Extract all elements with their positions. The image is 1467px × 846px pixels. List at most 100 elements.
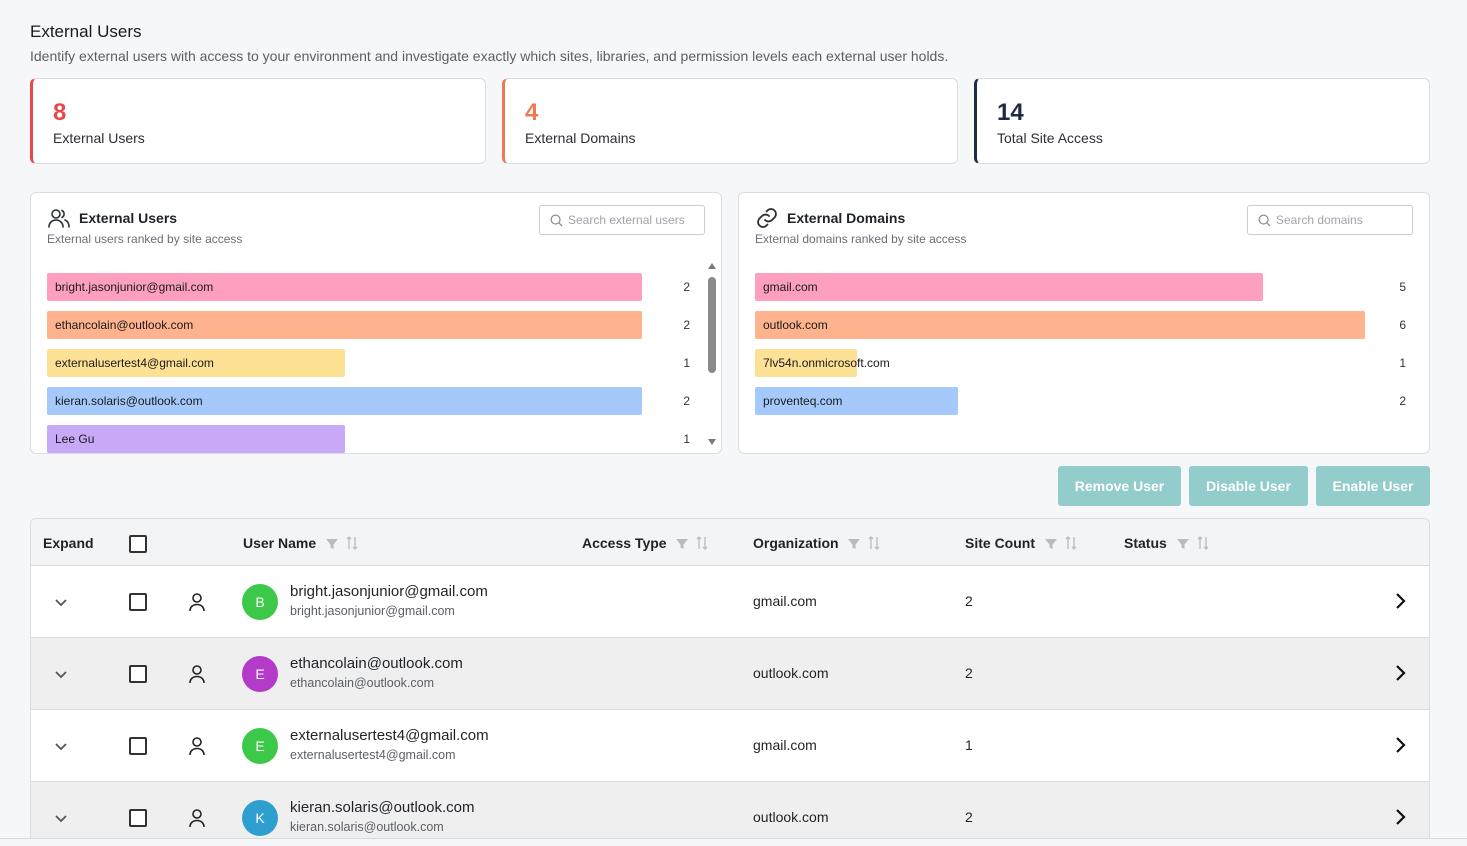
bar[interactable] (755, 311, 1365, 339)
panel-subtitle: External domains ranked by site access (755, 232, 967, 246)
bar-label: proventeq.com (763, 394, 843, 408)
bar-label: Lee Gu (55, 432, 95, 446)
bar[interactable] (755, 349, 857, 377)
search-icon (1258, 214, 1271, 227)
scroll-thumb[interactable] (708, 277, 716, 373)
filter-sort-icons[interactable] (848, 536, 880, 553)
sort-icon[interactable] (1065, 536, 1077, 550)
search-icon (550, 214, 563, 227)
bar-label: externalusertest4@gmail.com (55, 356, 214, 370)
select-all-checkbox[interactable] (129, 535, 147, 553)
bar[interactable] (47, 387, 642, 415)
bar-row[interactable]: gmail.com 5 (755, 273, 1410, 301)
user-email: ethancolain@outlook.com (290, 676, 435, 690)
sort-icon[interactable] (1197, 536, 1209, 550)
chevron-down-icon[interactable] (53, 666, 69, 682)
bar-row[interactable]: proventeq.com 2 (755, 387, 1410, 415)
sort-icon[interactable] (346, 536, 358, 550)
panel-subtitle: External users ranked by site access (47, 232, 243, 246)
bar-row[interactable]: ethancolain@outlook.com 2 (47, 311, 694, 339)
search-external-users-input[interactable] (568, 211, 698, 229)
table-header: Expand User Name Access Type Organizatio… (31, 519, 1429, 566)
chevron-down-icon[interactable] (53, 738, 69, 754)
filter-sort-icons[interactable] (326, 536, 358, 553)
chevron-down-icon[interactable] (53, 594, 69, 610)
column-label: Site Count (965, 535, 1035, 551)
sort-icon[interactable] (696, 536, 708, 550)
scroll-down-arrow-icon[interactable] (708, 439, 716, 445)
column-status[interactable]: Status (1124, 535, 1209, 553)
user-display-name: ethancolain@outlook.com (290, 655, 463, 672)
bar[interactable] (47, 349, 345, 377)
search-external-users[interactable] (539, 205, 705, 235)
page-title: External Users (30, 22, 142, 41)
chevron-down-icon[interactable] (53, 810, 69, 826)
filter-icon[interactable] (848, 538, 861, 550)
bar-value: 2 (683, 280, 690, 294)
bar-value: 5 (1399, 280, 1406, 294)
bar-row[interactable]: 7lv54n.onmicrosoft.com 1 (755, 349, 1410, 377)
external-users-panel: External Users External users ranked by … (30, 192, 722, 454)
organization-cell: gmail.com (753, 593, 817, 609)
organization-cell: outlook.com (753, 665, 829, 681)
row-checkbox[interactable] (129, 593, 147, 611)
column-site-count[interactable]: Site Count (965, 535, 1077, 553)
column-user-name[interactable]: User Name (243, 535, 358, 553)
stat-card-total-site-access: 14 Total Site Access (974, 78, 1430, 164)
scroll-up-arrow-icon[interactable] (708, 263, 716, 269)
scrollbar[interactable] (707, 263, 717, 449)
user-icon (189, 665, 205, 684)
bottom-strip (0, 838, 1467, 846)
search-domains-input[interactable] (1276, 211, 1406, 229)
site-count-cell: 2 (965, 665, 973, 681)
chevron-right-icon[interactable] (1393, 664, 1407, 682)
bar-row[interactable]: bright.jasonjunior@gmail.com 2 (47, 273, 694, 301)
bar[interactable] (755, 387, 958, 415)
filter-sort-icons[interactable] (676, 536, 708, 553)
filter-sort-icons[interactable] (1176, 536, 1209, 553)
row-checkbox[interactable] (129, 809, 147, 827)
bar[interactable] (47, 425, 345, 453)
stat-label: External Domains (525, 130, 636, 146)
bar-value: 1 (683, 432, 690, 446)
chevron-right-icon[interactable] (1393, 592, 1407, 610)
bar-row[interactable]: kieran.solaris@outlook.com 2 (47, 387, 694, 415)
chevron-right-icon[interactable] (1393, 736, 1407, 754)
row-checkbox[interactable] (129, 737, 147, 755)
filter-icon[interactable] (1176, 538, 1189, 550)
search-domains[interactable] (1247, 205, 1413, 235)
bar-row[interactable]: outlook.com 6 (755, 311, 1410, 339)
column-label: Status (1124, 535, 1167, 551)
bar[interactable] (755, 273, 1263, 301)
stat-label: Total Site Access (997, 130, 1103, 146)
filter-icon[interactable] (1044, 538, 1057, 550)
stat-value: 4 (525, 99, 539, 126)
column-access-type[interactable]: Access Type (582, 535, 708, 553)
user-display-name: bright.jasonjunior@gmail.com (290, 583, 488, 600)
remove-user-button[interactable]: Remove User (1058, 466, 1181, 506)
bar[interactable] (47, 311, 642, 339)
bar-row[interactable]: Lee Gu 1 (47, 425, 694, 453)
chevron-right-icon[interactable] (1393, 808, 1407, 826)
row-checkbox[interactable] (129, 665, 147, 683)
bar-row[interactable]: externalusertest4@gmail.com 1 (47, 349, 694, 377)
sort-icon[interactable] (868, 536, 880, 550)
column-organization[interactable]: Organization (753, 535, 880, 553)
users-icon (48, 209, 70, 228)
bar-label: kieran.solaris@outlook.com (55, 394, 203, 408)
bar-value: 2 (683, 318, 690, 332)
filter-sort-icons[interactable] (1044, 536, 1077, 553)
disable-user-button[interactable]: Disable User (1189, 466, 1308, 506)
bar[interactable] (47, 273, 642, 301)
user-icon (189, 593, 205, 612)
filter-icon[interactable] (676, 538, 689, 550)
bar-label: outlook.com (763, 318, 828, 332)
stat-value: 14 (997, 99, 1024, 126)
filter-icon[interactable] (326, 538, 339, 550)
site-count-cell: 2 (965, 809, 973, 825)
enable-user-button[interactable]: Enable User (1316, 466, 1430, 506)
